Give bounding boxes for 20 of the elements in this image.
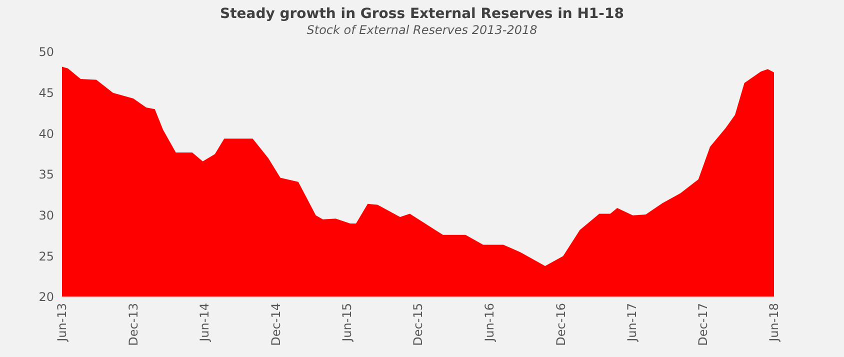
x-tick-label: Jun-18 <box>767 303 782 342</box>
y-tick-label: 30 <box>38 208 54 223</box>
y-tick-label: 50 <box>38 45 54 60</box>
x-tick-label: Dec-14 <box>268 303 283 346</box>
y-tick-label: 35 <box>38 168 54 182</box>
y-tick-label: 40 <box>38 126 54 141</box>
x-tick-label: Jun-15 <box>340 303 354 342</box>
y-tick-label: 45 <box>38 86 54 100</box>
chart-title: Steady growth in Gross External Reserves in H1-18 <box>220 6 624 22</box>
y-tick-label: 25 <box>38 249 54 264</box>
x-tick-label: Jun-17 <box>624 303 639 342</box>
x-tick-label: Dec-13 <box>126 303 141 346</box>
x-tick-label: Dec-15 <box>411 303 426 346</box>
x-tick-label: Jun-14 <box>198 303 212 342</box>
chart-subtitle: Stock of External Reserves 2013-2018 <box>306 23 538 37</box>
x-tick-label: Dec-16 <box>554 303 568 346</box>
x-tick-label: Dec-17 <box>696 303 710 346</box>
x-tick-label: Jun-16 <box>482 303 497 342</box>
x-tick-label: Jun-13 <box>55 303 70 342</box>
y-tick-label: 20 <box>38 290 54 304</box>
